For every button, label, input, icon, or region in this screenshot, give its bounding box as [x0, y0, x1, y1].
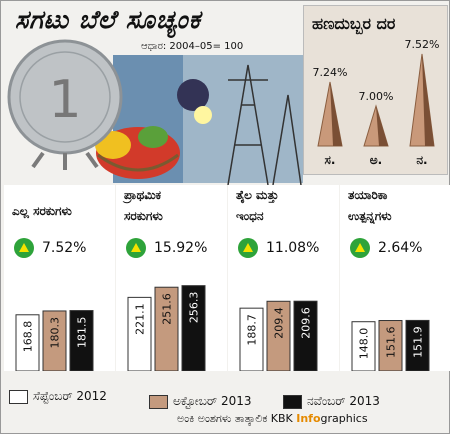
- bar-value-label: 151.9: [412, 326, 425, 358]
- legend-item-sep-2012: ಸೆಪ್ಟೆಂಬರ್ 2012: [9, 389, 107, 404]
- spark-icon: [194, 106, 212, 124]
- category-title-line: ಎಲ್ಲ ಸರಕುಗಳು: [12, 204, 72, 218]
- page-subtitle: ಆಧಾರ: 2004–05= 100: [141, 41, 244, 52]
- bar-value-label: 151.6: [385, 327, 398, 359]
- category-chart: ತಯಾರಿಕಾ ಉತ್ಪನ್ನಗಳು 2.64% 148.0 151.6 151.9: [340, 185, 450, 371]
- inflation-cones: 7.24% ಸ. 7.00% ಅ. 7.52% ನ.: [313, 38, 440, 167]
- bar-value-label: 180.3: [49, 317, 62, 349]
- inflation-month-label: ಸ.: [325, 153, 336, 167]
- legend-swatch: [283, 394, 302, 409]
- category-title: ಪ್ರಾಥಮಿಕ ಸರಕುಗಳು: [124, 185, 163, 227]
- legend-swatch: [149, 394, 168, 409]
- bar-value-label: 256.3: [188, 292, 201, 324]
- bar-chart: 188.7 209.4 209.6: [239, 300, 318, 371]
- legend-item-nov-2013: ನವೆಂಬರ್ 2013: [283, 394, 380, 409]
- page-title: ಸಗಟು ಬೆಲೆ ಸೂಚ್ಯಂಕ: [15, 5, 201, 34]
- bar: [154, 286, 179, 371]
- up-arrow-icon: [14, 238, 34, 258]
- bar: [239, 307, 264, 371]
- bar: [293, 300, 318, 371]
- credit-line: ಅಂಕಿ ಅಂಶಗಳು ತಾತ್ಕಾಲಿಕ KBK Infographics: [177, 412, 368, 425]
- category-chart: ತೈಲ ಮತ್ತು ಇಂಧನ 11.08% 188.7 209.4 209.6: [228, 185, 339, 371]
- bar: [42, 310, 67, 371]
- bar-value-label: 181.5: [76, 317, 89, 349]
- bar: [127, 296, 152, 371]
- bar-value-label: 168.8: [22, 321, 35, 353]
- bar-value-label: 188.7: [246, 314, 259, 346]
- inflation-cone-shade: [376, 106, 388, 146]
- inflation-value-label: 7.24%: [313, 66, 348, 79]
- basket-icon: [97, 153, 179, 172]
- inflation-panel-title: ಹಣದುಬ್ಬರ ದರ: [312, 14, 396, 33]
- up-arrow-icon: [126, 238, 146, 258]
- bar: [266, 300, 291, 371]
- category-title: ಎಲ್ಲ ಸರಕುಗಳು: [12, 201, 72, 222]
- bar-value-label: 209.4: [273, 307, 286, 339]
- pylon-icon: [227, 64, 302, 185]
- inflation-value-label: 7.52%: [405, 38, 440, 51]
- welder-icon: [177, 79, 209, 111]
- svg-text:1: 1: [48, 70, 81, 130]
- bar-value-label: 221.1: [134, 303, 147, 335]
- bar: [69, 310, 94, 371]
- growth-percent: 2.64%: [378, 240, 423, 256]
- up-arrow-icon: [350, 238, 370, 258]
- category-title-line: ತೈಲ ಮತ್ತು: [236, 188, 279, 202]
- inflation-cone-shade: [330, 82, 342, 146]
- category-title-line: ಇಂಧನ: [236, 209, 264, 223]
- bar-value-label: 251.6: [161, 293, 174, 325]
- category-title-line: ಪ್ರಾಥಮಿಕ: [124, 188, 162, 202]
- category-title: ತಯಾರಿಕಾ ಉತ್ಪನ್ನಗಳು: [348, 185, 392, 227]
- growth-percent: 7.52%: [42, 240, 87, 256]
- legend-swatch: [9, 389, 28, 404]
- bar-value-label: 209.6: [300, 307, 313, 339]
- inflation-cone-shade: [422, 54, 434, 146]
- category-chart: ಪ್ರಾಥಮಿಕ ಸರಕುಗಳು 15.92% 221.1 251.6 256.3: [116, 185, 227, 371]
- growth-percent: 11.08%: [266, 240, 320, 256]
- category-title: ತೈಲ ಮತ್ತು ಇಂಧನ: [236, 185, 279, 227]
- inflation-month-label: ಅ.: [370, 153, 382, 167]
- bar: [181, 285, 206, 371]
- illustration-collage: 1: [7, 39, 303, 185]
- legend-item-oct-2013: ಅಕ್ಟೋಬರ್ 2013: [149, 394, 251, 409]
- category-chart: ಎಲ್ಲ ಸರಕುಗಳು 7.52% 168.8 180.3 181.5: [4, 185, 115, 371]
- growth-percent: 15.92%: [154, 240, 208, 256]
- bar-value-label: 148.0: [358, 328, 371, 360]
- category-title-line: ತಯಾರಿಕಾ: [348, 188, 388, 202]
- bar: [351, 321, 376, 371]
- inflation-value-label: 7.00%: [359, 90, 394, 103]
- category-title-line: ಉತ್ಪನ್ನಗಳು: [348, 209, 392, 223]
- category-title-line: ಸರಕುಗಳು: [124, 209, 163, 223]
- rupee-coin-icon: 1: [7, 39, 123, 170]
- inflation-rate-panel: ಹಣದುಬ್ಬರ ದರ 7.24% ಸ. 7.00% ಅ. 7.52% ನ.: [303, 5, 448, 175]
- bar-chart: 221.1 251.6 256.3: [127, 285, 206, 371]
- up-arrow-icon: [238, 238, 258, 258]
- inflation-month-label: ನ.: [416, 153, 427, 167]
- bar-chart: 148.0 151.6 151.9: [351, 319, 430, 371]
- bar-chart: 168.8 180.3 181.5: [15, 310, 94, 371]
